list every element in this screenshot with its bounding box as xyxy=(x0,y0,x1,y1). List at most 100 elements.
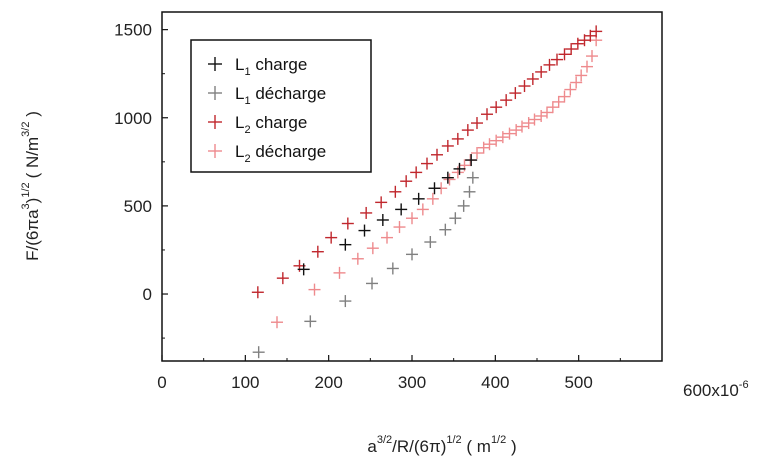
legend-label-main: L xyxy=(235,55,244,74)
data-point xyxy=(575,69,588,82)
data-point xyxy=(276,272,289,285)
legend-label: L1 décharge xyxy=(235,84,326,107)
data-point xyxy=(366,277,378,290)
x-tick-label: 500 xyxy=(564,373,592,392)
data-point xyxy=(308,283,321,296)
data-point xyxy=(375,196,388,209)
data-point xyxy=(426,192,439,205)
data-point xyxy=(466,171,479,184)
legend-label: L2 décharge xyxy=(235,142,326,165)
legend-label-rest: décharge xyxy=(251,142,327,161)
series-1 xyxy=(297,154,478,276)
legend-label-sub: 1 xyxy=(244,66,250,78)
data-point xyxy=(551,53,563,66)
data-point xyxy=(358,224,371,237)
x-tick-label: 400 xyxy=(481,373,509,392)
y-tick-label: 500 xyxy=(124,197,152,216)
series-layer xyxy=(251,25,603,359)
x-title-sup2: 1/2 xyxy=(446,434,461,446)
legend-label-rest: décharge xyxy=(251,84,327,103)
data-point xyxy=(518,80,531,93)
x-multiplier-base: 600x10 xyxy=(683,381,739,400)
data-point xyxy=(412,192,425,205)
x-tick-label: 100 xyxy=(231,373,259,392)
legend-entry: L2 charge xyxy=(208,113,307,136)
data-point xyxy=(441,139,454,152)
x-title-mid: /R/(6π) xyxy=(392,437,446,456)
data-point xyxy=(366,242,379,255)
data-point xyxy=(535,65,548,78)
y-axis-title: F/(6πa3)1/2( N/m3/2 ) xyxy=(20,111,42,261)
data-point xyxy=(565,43,578,56)
data-point xyxy=(341,217,354,230)
data-point xyxy=(416,203,429,216)
data-point xyxy=(360,206,373,219)
legend-box xyxy=(190,39,372,173)
data-point xyxy=(528,113,541,126)
data-point xyxy=(339,295,352,308)
data-point xyxy=(333,266,346,279)
data-point xyxy=(543,58,556,71)
x-title-sup1: 3/2 xyxy=(377,434,392,446)
data-point xyxy=(471,147,483,160)
data-point xyxy=(490,101,503,114)
legend-entry: L1 charge xyxy=(208,55,307,78)
legend-label: L1 charge xyxy=(235,55,307,78)
data-point xyxy=(503,127,516,140)
legend-label-rest: charge xyxy=(251,55,308,74)
data-point xyxy=(393,221,406,234)
data-point xyxy=(311,245,324,258)
data-point xyxy=(490,134,503,147)
legend-label-main: L xyxy=(235,113,244,132)
data-point xyxy=(581,60,593,73)
legend-marker xyxy=(208,57,222,71)
x-title-base: a xyxy=(367,437,377,456)
data-point xyxy=(443,173,456,186)
legend-entry: L1 décharge xyxy=(208,84,326,107)
data-point xyxy=(453,162,466,175)
y-title-units-sup: 3/2 xyxy=(20,122,32,137)
x-axis: 0 100 200 300 400 500 xyxy=(157,355,621,392)
legend-label: L2 charge xyxy=(235,113,307,136)
data-point xyxy=(570,76,583,89)
y-tick-label: 1000 xyxy=(114,109,152,128)
data-point xyxy=(400,175,413,188)
y-tick-label: 0 xyxy=(143,285,152,304)
data-point xyxy=(471,117,483,130)
x-axis-title: a3/2/R/(6π)1/2 ( m1/2 ) xyxy=(367,434,516,456)
y-title-mid: ) xyxy=(23,198,42,204)
data-point xyxy=(421,157,433,170)
data-point xyxy=(496,131,509,144)
x-tick-label: 0 xyxy=(157,373,166,392)
data-point xyxy=(431,148,443,161)
data-point xyxy=(376,213,389,226)
legend-label-sub: 2 xyxy=(244,153,250,165)
data-point xyxy=(304,315,317,328)
legend-label-main: L xyxy=(235,84,244,103)
data-point xyxy=(516,120,528,133)
data-point xyxy=(457,199,470,212)
data-point xyxy=(252,346,265,359)
data-point xyxy=(558,90,571,103)
data-point xyxy=(546,101,559,114)
legend-marker xyxy=(208,115,222,129)
data-point xyxy=(410,166,423,179)
data-point xyxy=(552,95,565,108)
data-point xyxy=(406,248,418,261)
data-point xyxy=(406,212,418,225)
data-point xyxy=(386,262,399,275)
legend-label-rest: charge xyxy=(251,113,308,132)
data-point xyxy=(590,25,603,38)
data-point xyxy=(271,316,283,329)
data-point xyxy=(461,124,474,137)
data-point xyxy=(449,212,462,225)
x-title-units-close: ) xyxy=(506,437,516,456)
data-point xyxy=(439,223,452,236)
legend-label-main: L xyxy=(235,142,244,161)
data-point xyxy=(381,231,393,244)
data-point xyxy=(481,108,493,121)
data-point xyxy=(389,185,402,198)
x-multiplier-exp: -6 xyxy=(739,379,749,391)
x-title-units-open: ( m xyxy=(462,437,491,456)
